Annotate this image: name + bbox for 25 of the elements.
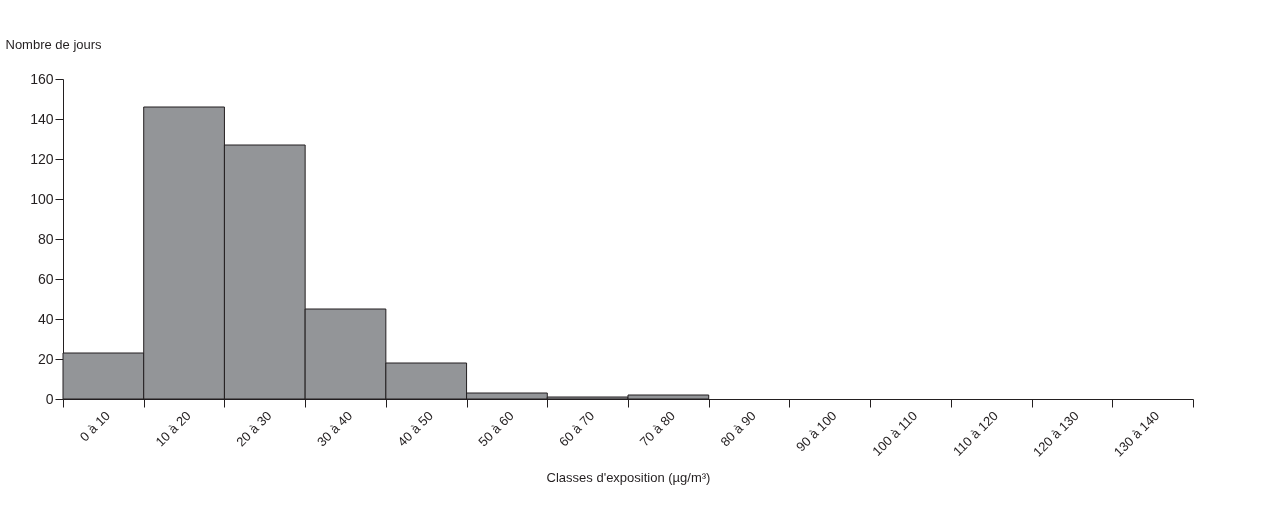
x-tick-label: 20 à 30 [233,408,275,450]
x-tick-label: 80 à 90 [717,408,759,450]
y-tick-label: 0 [45,390,54,407]
x-axis-title: Classes d'exposition (µg/m³) [546,469,711,485]
x-tick-label: 100 à 110 [869,408,921,459]
x-tick-label: 110 à 120 [950,408,1001,459]
x-tick-label: 60 à 70 [556,408,598,450]
x-tick-label: 90 à 100 [793,408,840,455]
x-tick-label: 40 à 50 [394,408,436,450]
y-tick-label: 100 [30,190,54,207]
x-tick-label: 130 à 140 [1110,408,1163,460]
y-tick-label: 20 [37,350,54,367]
y-tick-label: 120 [30,150,54,167]
y-tick-label: 140 [30,110,54,127]
x-tick-label: 50 à 60 [475,408,517,450]
y-tick-label: 160 [30,70,54,87]
x-tick-label: 120 à 130 [1030,408,1082,460]
y-tick-label: 60 [37,270,54,287]
x-tick-label: 0 à 10 [76,408,114,445]
x-tick-label: 10 à 20 [152,408,194,450]
y-tick-label: 80 [37,230,54,247]
y-tick-label: 40 [37,310,54,327]
y-axis-title: Nombre de jours [5,36,103,52]
x-tick-label: 70 à 80 [636,408,679,450]
x-tick-label: 30 à 40 [313,408,356,450]
